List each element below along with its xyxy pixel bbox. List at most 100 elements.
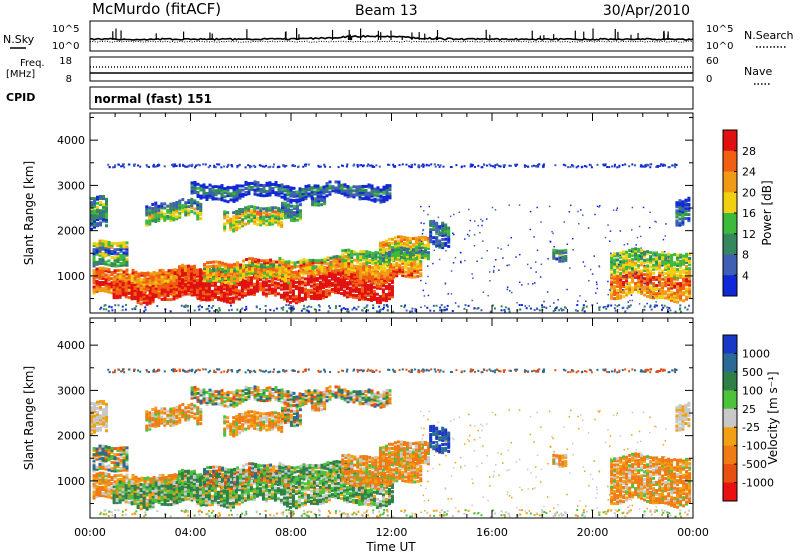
power-cell (329, 180, 332, 183)
power-cell (406, 237, 409, 240)
power-cell (272, 260, 275, 263)
power-cell (416, 275, 419, 278)
power-cell (164, 294, 167, 297)
power-cell (173, 275, 176, 278)
power-cell (392, 311, 394, 313)
power-cell (581, 166, 583, 168)
power-cell (209, 265, 212, 268)
power-cell (212, 185, 215, 188)
power-cell (527, 264, 529, 266)
power-cell (535, 271, 537, 273)
power-cell (341, 184, 344, 187)
power-cell (626, 307, 628, 309)
power-cell (137, 285, 140, 288)
power-cell (371, 199, 374, 202)
power-cell (631, 248, 634, 251)
power-cell (599, 266, 601, 268)
power-cell (248, 257, 251, 260)
power-cell (275, 181, 278, 184)
power-cell (256, 305, 258, 307)
power-cell (628, 259, 631, 262)
power-cell (516, 302, 518, 304)
power-cell (163, 202, 166, 205)
power-cell (93, 209, 96, 212)
power-cell (487, 295, 489, 297)
power-cell (296, 219, 299, 222)
power-cell (661, 282, 664, 285)
power-cell (265, 288, 268, 291)
power-cell (146, 165, 148, 167)
power-cell (519, 304, 521, 306)
power-cell (637, 264, 640, 267)
power-cell (391, 242, 394, 245)
power-cell (257, 275, 260, 278)
power-cell (665, 223, 667, 225)
power-cell (438, 231, 441, 234)
power-cell (325, 289, 328, 292)
power-cell (377, 186, 380, 189)
power-cell (572, 238, 574, 240)
power-cell (411, 310, 413, 312)
power-cell (422, 166, 424, 168)
nsearch-trace (90, 41, 693, 42)
power-cell (120, 273, 123, 276)
power-cell (293, 274, 296, 277)
power-cell (429, 310, 431, 312)
power-cell (415, 237, 418, 240)
power-cell (108, 310, 110, 312)
power-cell (511, 292, 513, 294)
power-cell (301, 281, 304, 284)
power-cell (492, 165, 494, 167)
power-cell (277, 292, 280, 295)
power-cell (256, 211, 259, 214)
power-cell (415, 257, 418, 260)
power-cell (663, 239, 665, 241)
power-cell (244, 223, 247, 226)
power-cell (663, 279, 665, 281)
power-cell (615, 310, 617, 312)
power-cell (96, 196, 99, 199)
power-cell (676, 301, 679, 304)
power-cell (424, 305, 426, 307)
power-cell (197, 183, 200, 186)
power-cell (254, 268, 257, 271)
power-cell (374, 188, 377, 191)
power-cell (353, 250, 356, 253)
power-cell (439, 309, 441, 311)
power-cell (317, 265, 320, 268)
power-cell (582, 308, 584, 310)
power-cell (198, 309, 200, 311)
power-cell (148, 206, 151, 209)
power-cell (479, 232, 481, 234)
power-cell (605, 237, 607, 239)
power-cell (293, 199, 296, 202)
power-cell (353, 185, 356, 188)
power-cell (567, 244, 569, 246)
velocity-cell (93, 474, 96, 477)
power-cell (228, 309, 230, 311)
power-colorbar-tick-label: 8 (742, 249, 749, 262)
power-cell (135, 271, 138, 274)
power-cell (102, 195, 105, 198)
power-cell (296, 199, 299, 202)
power-cell (187, 279, 190, 282)
power-cell (208, 305, 210, 307)
power-cell (296, 261, 299, 264)
power-y-tick-label: 1000 (57, 270, 85, 283)
power-cell (651, 309, 653, 311)
power-cell (322, 290, 325, 293)
velocity-cell (99, 486, 102, 489)
power-cell (476, 261, 478, 263)
power-cell (335, 180, 338, 183)
power-cell (421, 222, 423, 224)
power-cell (552, 233, 554, 235)
power-cell (262, 280, 265, 283)
power-cell (161, 298, 164, 301)
power-cell (613, 269, 616, 272)
power-cell (165, 271, 168, 274)
power-cell (492, 207, 494, 209)
power-cell (139, 166, 141, 168)
velocity-cell (105, 478, 108, 481)
noise-traces (90, 28, 693, 42)
power-cell (339, 305, 341, 307)
